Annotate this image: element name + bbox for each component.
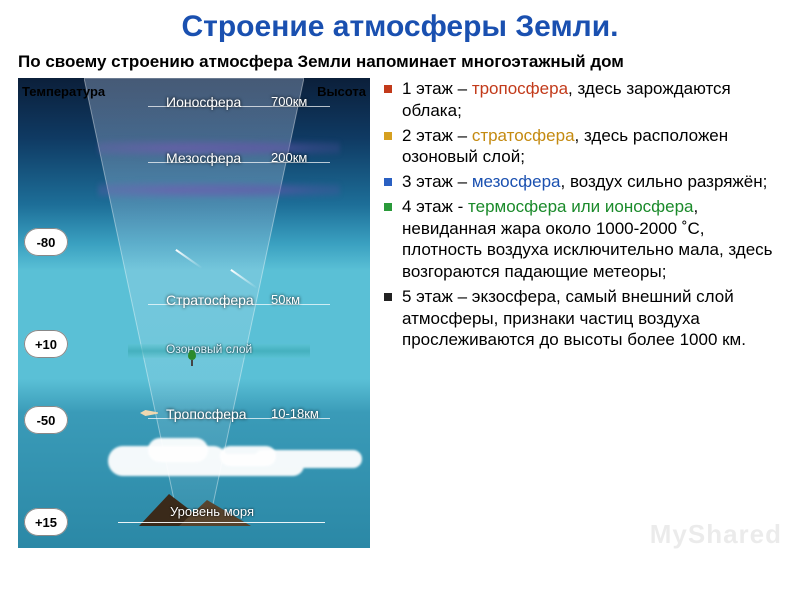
bullet-highlight: тропосфера [472,79,568,98]
bullet-prefix: 3 этаж – [402,172,472,191]
sea-level-label: Уровень моря [170,504,254,519]
temperature-badge: -80 [24,228,68,256]
layer-name: Ионосфера [166,94,241,110]
layer-name: Мезосфера [166,150,241,166]
slide: Строение атмосферы Земли. По своему стро… [0,0,800,600]
bullet-highlight: стратосфера [472,126,575,145]
temperature-badge: +15 [24,508,68,536]
layer-height: 10-18км [271,406,319,421]
bullet-item: 5 этаж – экзосфера, самый внешний слой а… [384,286,782,351]
bullet-prefix: 1 этаж – [402,79,472,98]
haze-band [98,178,340,202]
layer-height: 50км [271,292,300,307]
bullet-list: 1 этаж – тропосфера, здесь зарождаются о… [384,78,782,548]
sea-level-line [118,522,325,523]
bullet-suffix: , воздух сильно разряжён; [561,172,768,191]
bullet-item: 1 этаж – тропосфера, здесь зарождаются о… [384,78,782,122]
bullet-prefix: 5 этаж – экзосфера [402,287,556,306]
bullet-item: 3 этаж – мезосфера, воздух сильно разряж… [384,171,782,193]
axis-label-temperature: Температура [22,84,105,99]
layer-name: Тропосфера [166,406,247,422]
content-row: Температура Высота Ионосфера 700км Мезосфе… [18,78,782,548]
temperature-badge: -50 [24,406,68,434]
layer-height: 200км [271,150,307,165]
atmosphere-diagram: Температура Высота Ионосфера 700км Мезосфе… [18,78,370,548]
temperature-badge: +10 [24,330,68,358]
ozone-label: Озоновый слой [166,342,252,356]
bullet-item: 4 этаж - термосфера или ионосфера, невид… [384,196,782,283]
axis-label-height: Высота [317,84,366,99]
slide-title: Строение атмосферы Земли. [18,10,782,44]
bullet-item: 2 этаж – стратосфера, здесь расположен о… [384,125,782,169]
bullet-highlight: мезосфера [472,172,561,191]
balloon-icon [188,350,196,360]
clouds [98,438,340,478]
bullet-highlight: термосфера или ионосфера [468,197,694,216]
bullet-prefix: 4 этаж - [402,197,468,216]
layer-name: Стратосфера [166,292,254,308]
bullet-prefix: 2 этаж – [402,126,472,145]
slide-subtitle: По своему строению атмосфера Земли напом… [18,52,782,72]
layer-height: 700км [271,94,307,109]
